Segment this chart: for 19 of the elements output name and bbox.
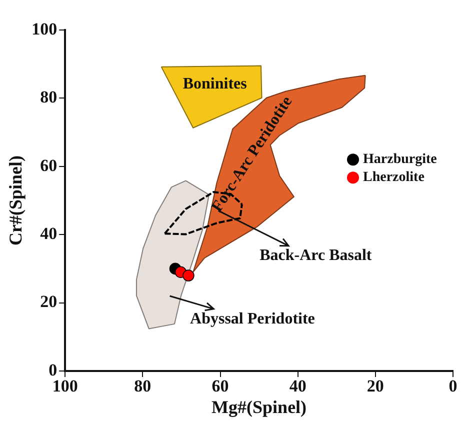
- y-tick-label: 20: [40, 292, 58, 312]
- y-axis-title: Cr#(Spinel): [5, 155, 26, 246]
- x-tick-label: 60: [212, 376, 229, 396]
- annotation: Boninites: [182, 76, 247, 93]
- x-tick-label: 40: [289, 376, 306, 396]
- x-axis-title: Mg#(Spinel): [212, 396, 307, 417]
- x-tick-label: 20: [366, 376, 384, 396]
- x-tick-label: 80: [134, 376, 152, 396]
- x-tick-label: 100: [52, 376, 78, 396]
- y-tick-label: 0: [48, 360, 58, 380]
- x-tick-label: 0: [448, 376, 458, 396]
- y-tick-label: 40: [40, 224, 58, 243]
- y-tick-label: 80: [40, 88, 58, 107]
- y-tick-label: 100: [32, 19, 58, 38]
- annotation: Back-Arc Basalt: [260, 247, 372, 264]
- legend-label: Harzburgite: [363, 152, 437, 168]
- y-tick-label: 60: [40, 156, 58, 175]
- annotation: Abyssal Peridotite: [190, 310, 315, 328]
- legend-label: Lherzolite: [363, 170, 424, 186]
